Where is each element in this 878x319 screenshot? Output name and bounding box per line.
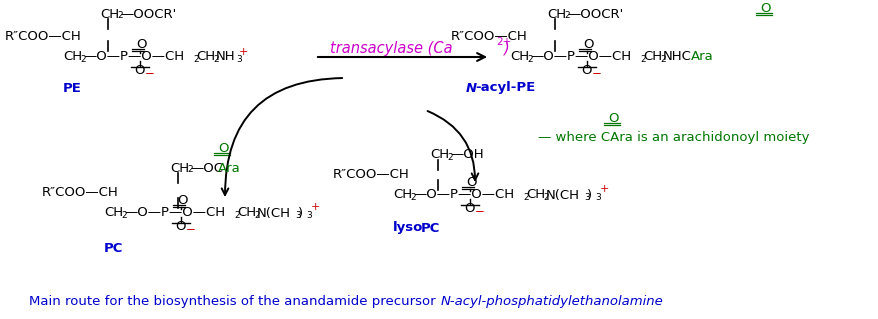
Text: CH: CH xyxy=(429,149,449,161)
Text: —OC: —OC xyxy=(190,161,223,174)
Text: 2: 2 xyxy=(659,55,665,63)
Text: N(CH: N(CH xyxy=(545,189,579,202)
Text: 2: 2 xyxy=(187,166,192,174)
Text: 3: 3 xyxy=(306,211,312,219)
Text: 2: 2 xyxy=(212,55,219,63)
Text: —OOCR': —OOCR' xyxy=(120,8,176,20)
Text: O: O xyxy=(465,175,476,189)
Text: —OH: —OH xyxy=(450,149,483,161)
Text: N: N xyxy=(465,81,477,94)
Text: O: O xyxy=(464,203,474,216)
Text: Ara: Ara xyxy=(218,161,241,174)
Text: —O—P—O—CH: —O—P—O—CH xyxy=(83,50,184,63)
Text: CH: CH xyxy=(100,8,119,20)
Text: R″COO—CH: R″COO—CH xyxy=(450,29,527,42)
Text: — where CAra is an arachidonoyl moiety: — where CAra is an arachidonoyl moiety xyxy=(537,131,809,145)
Text: 3: 3 xyxy=(583,192,589,202)
Text: CH: CH xyxy=(196,50,215,63)
Text: CH: CH xyxy=(237,206,255,219)
Text: 2: 2 xyxy=(193,55,198,63)
Text: —O—P—O—CH: —O—P—O—CH xyxy=(124,206,225,219)
Text: -acyl-PE: -acyl-PE xyxy=(474,81,535,94)
Text: 2: 2 xyxy=(522,192,528,202)
Text: —OOCR': —OOCR' xyxy=(566,8,623,20)
Text: CH: CH xyxy=(509,50,529,63)
Text: lyso: lyso xyxy=(392,221,423,234)
Text: O: O xyxy=(175,220,185,234)
Text: PE: PE xyxy=(63,81,82,94)
Text: —O—P—O—CH: —O—P—O—CH xyxy=(413,189,514,202)
Text: CH: CH xyxy=(525,189,544,202)
Text: NHC: NHC xyxy=(662,50,691,63)
Text: +: + xyxy=(311,202,320,212)
Text: +: + xyxy=(600,184,608,194)
Text: 3: 3 xyxy=(295,211,300,219)
Text: R″COO—CH: R″COO—CH xyxy=(5,29,82,42)
Text: Ara: Ara xyxy=(690,50,713,63)
Text: ): ) xyxy=(587,189,592,202)
Text: 3: 3 xyxy=(594,192,600,202)
Text: O: O xyxy=(136,38,147,50)
Text: CH: CH xyxy=(392,189,412,202)
Text: O: O xyxy=(218,142,228,154)
Text: −: − xyxy=(474,204,485,218)
Text: CH: CH xyxy=(643,50,661,63)
Text: Main route for the biosynthesis of the anandamide precursor: Main route for the biosynthesis of the a… xyxy=(29,295,440,308)
Text: PC: PC xyxy=(104,241,123,255)
Text: −: − xyxy=(145,66,155,79)
Text: PC: PC xyxy=(421,221,440,234)
Text: O: O xyxy=(176,194,187,206)
Text: 2: 2 xyxy=(543,192,548,202)
Text: 2: 2 xyxy=(527,55,532,63)
Text: 3: 3 xyxy=(235,55,241,63)
Text: 2: 2 xyxy=(117,11,123,20)
Text: CH: CH xyxy=(546,8,565,20)
Text: −: − xyxy=(186,222,196,235)
Text: CH: CH xyxy=(104,206,123,219)
Text: R″COO—CH: R″COO—CH xyxy=(333,168,409,182)
Text: +: + xyxy=(239,47,248,57)
Text: N(CH: N(CH xyxy=(256,206,291,219)
Text: CH: CH xyxy=(169,161,189,174)
Text: ): ) xyxy=(503,41,509,56)
Text: O: O xyxy=(133,64,144,78)
Text: ): ) xyxy=(298,206,303,219)
Text: O: O xyxy=(582,38,593,50)
Text: NH: NH xyxy=(216,50,235,63)
Text: 2: 2 xyxy=(447,152,452,161)
Text: transacylase (Ca: transacylase (Ca xyxy=(329,41,452,56)
Text: —O—P—O—CH: —O—P—O—CH xyxy=(529,50,630,63)
Text: 2: 2 xyxy=(639,55,644,63)
Text: O: O xyxy=(608,112,618,124)
Text: 2: 2 xyxy=(564,11,569,20)
Text: 2: 2 xyxy=(80,55,85,63)
Text: 2: 2 xyxy=(254,211,259,219)
Text: O: O xyxy=(759,2,770,14)
Text: CH: CH xyxy=(63,50,82,63)
Text: 2: 2 xyxy=(409,192,415,202)
Text: O: O xyxy=(580,64,591,78)
Text: 2: 2 xyxy=(121,211,126,219)
Text: 2: 2 xyxy=(234,211,240,219)
Text: R″COO—CH: R″COO—CH xyxy=(42,187,119,199)
Text: −: − xyxy=(591,66,601,79)
Text: 2+: 2+ xyxy=(495,37,511,47)
Text: N-acyl-phosphatidylethanolamine: N-acyl-phosphatidylethanolamine xyxy=(441,295,663,308)
